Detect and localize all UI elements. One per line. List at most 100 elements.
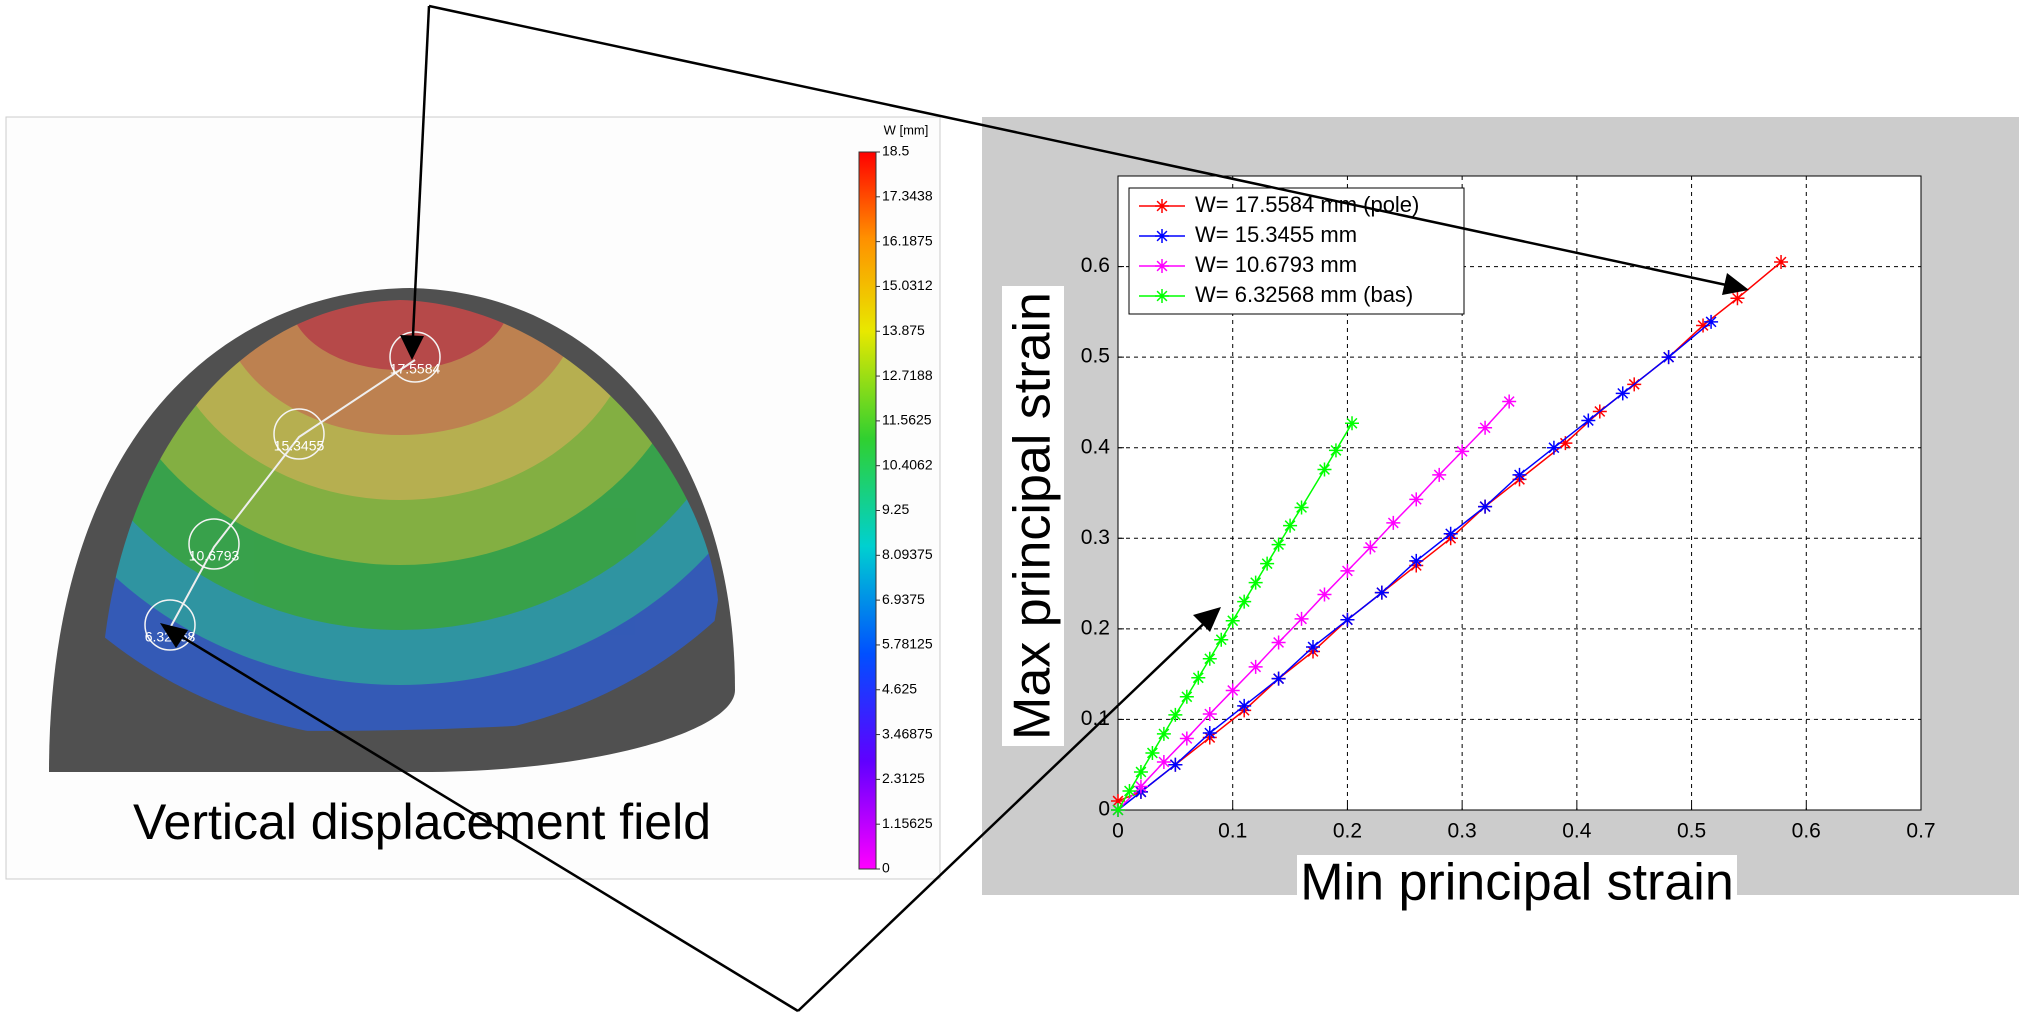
data-point	[1294, 611, 1309, 626]
y-tick-label: 0.6	[1081, 254, 1110, 277]
legend-marker	[1155, 199, 1169, 213]
data-point	[1122, 783, 1137, 798]
x-tick-label: 0.1	[1218, 820, 1247, 843]
data-point	[1328, 443, 1343, 458]
data-point	[1345, 416, 1360, 431]
data-point	[1294, 500, 1309, 515]
x-tick-label: 0.2	[1333, 820, 1362, 843]
colorbar-tick-label: 18.5	[882, 143, 909, 159]
colorbar-tick-label: 6.9375	[882, 591, 925, 607]
legend-label: W= 6.32568 mm (bas)	[1195, 282, 1413, 307]
data-point	[1214, 632, 1229, 647]
legend-label: W= 15.3455 mm	[1195, 222, 1357, 247]
series-line	[1117, 321, 1712, 811]
data-point	[1225, 683, 1240, 698]
colorbar-tick-label: 0	[882, 860, 890, 876]
data-point	[1202, 726, 1217, 741]
data-point	[1774, 255, 1789, 270]
data-point	[1179, 689, 1194, 704]
data-point	[1260, 556, 1275, 571]
data-point	[1502, 394, 1517, 409]
x-axis-label: Min principal strain	[1300, 854, 1734, 912]
data-point	[1478, 499, 1493, 514]
annotation-arrows	[163, 4, 1746, 1013]
data-point	[1133, 764, 1148, 779]
data-point	[1340, 563, 1355, 578]
data-point	[1225, 613, 1240, 628]
data-point	[1271, 635, 1286, 650]
colorbar-tick-label: 10.4062	[882, 456, 933, 472]
data-point	[1191, 670, 1206, 685]
x-label-bg	[1297, 855, 1737, 915]
data-point	[1111, 793, 1125, 808]
data-point	[1443, 526, 1458, 541]
data-point	[1317, 587, 1332, 602]
x-tick-label: 0.6	[1792, 820, 1821, 843]
data-point	[1386, 515, 1401, 530]
colorbar-tick-label: 15.0312	[882, 277, 933, 293]
colorbar-tick-label: 9.25	[882, 501, 909, 517]
data-point	[1283, 518, 1298, 533]
colorbar-tick-label: 11.5625	[882, 412, 932, 428]
x-tick-label: 0.5	[1677, 820, 1706, 843]
data-point	[1248, 575, 1263, 590]
legend-marker	[1155, 259, 1169, 273]
colorbar-label: W [mm]	[884, 122, 929, 137]
data-point	[1340, 612, 1355, 627]
colorbar-tick-label: 16.1875	[882, 232, 933, 248]
colorbar-tick-label: 3.46875	[882, 725, 933, 741]
y-tick-label: 0.2	[1081, 616, 1110, 639]
data-point	[1271, 671, 1286, 686]
probe-circle	[273, 408, 325, 460]
y-tick-label: 0.5	[1081, 345, 1110, 368]
colorbar-tick-label: 12.7188	[882, 367, 933, 383]
legend-marker	[1155, 229, 1169, 243]
probe-label: 15.3455	[274, 438, 325, 454]
y-label-bg	[1002, 286, 1064, 746]
data-point	[1661, 350, 1676, 365]
data-point	[1615, 386, 1630, 401]
x-tick-label: 0	[1112, 820, 1124, 843]
displacement-bands	[100, 300, 718, 731]
probe-circle	[144, 599, 196, 651]
data-point	[1317, 462, 1332, 477]
probe-label: 10.6793	[189, 548, 240, 564]
colorbar-tick-label: 17.3438	[882, 188, 933, 204]
data-point	[1546, 440, 1561, 455]
data-point	[1409, 553, 1424, 568]
arrow-heads	[160, 273, 1749, 648]
data-point	[1145, 745, 1160, 760]
y-tick-label: 0.4	[1081, 435, 1111, 458]
data-point	[1363, 540, 1378, 555]
data-point	[1111, 803, 1125, 817]
series-line	[1117, 422, 1353, 811]
probe-label: 17.5584	[390, 361, 441, 377]
y-axis-label: Max principal strain	[1004, 292, 1062, 740]
colorbar-tick-label: 1.15625	[882, 815, 933, 831]
colorbar	[858, 151, 877, 870]
data-point	[1156, 754, 1171, 769]
colorbar-tick-label: 5.78125	[882, 636, 933, 652]
colorbar-tick-label: 8.09375	[882, 546, 933, 562]
data-point	[1696, 318, 1711, 333]
data-point	[1202, 706, 1217, 721]
legend-box	[1128, 187, 1465, 315]
data-point	[1237, 698, 1252, 713]
data-point	[1512, 467, 1527, 482]
data-point	[1133, 779, 1148, 794]
data-point	[1730, 291, 1745, 306]
data-point	[1581, 413, 1596, 428]
y-tick-label: 0.3	[1081, 526, 1110, 549]
data-point	[1202, 651, 1217, 666]
data-point	[1271, 537, 1286, 552]
data-point	[1374, 585, 1389, 600]
data-point	[1248, 659, 1263, 674]
data-point	[1455, 444, 1470, 459]
data-point	[1237, 594, 1252, 609]
y-tick-label: 0	[1098, 798, 1110, 821]
data-point	[1179, 731, 1194, 746]
caption: Vertical displacement field	[133, 794, 711, 850]
data-point	[1168, 707, 1183, 722]
colorbar-tick-label: 2.3125	[882, 770, 925, 786]
probe-line	[169, 359, 416, 629]
